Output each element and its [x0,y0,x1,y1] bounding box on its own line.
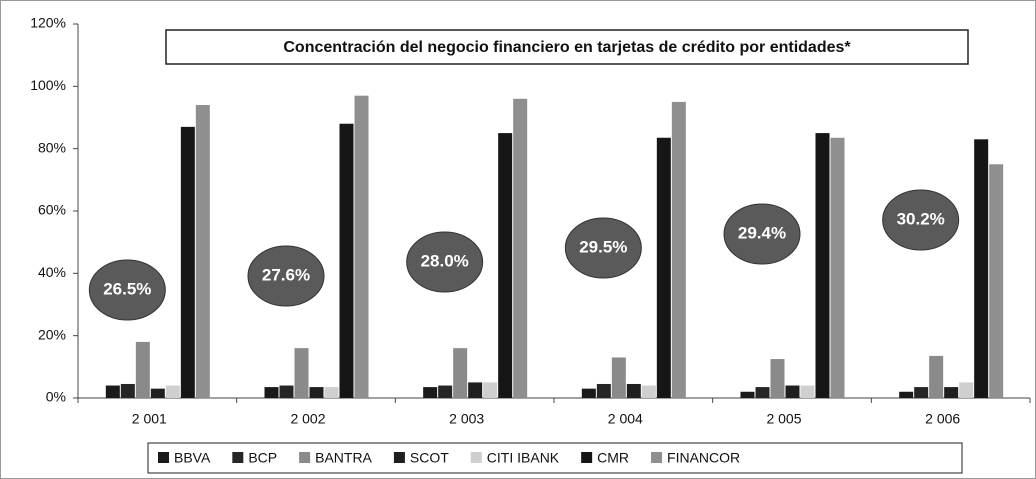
legend-label: CITI IBANK [487,450,560,466]
annotation-bubble [88,259,166,321]
bar [150,388,165,398]
bar [120,383,135,398]
chart-title: Concentración del negocio financiero en … [283,39,851,56]
legend-label: FINANCOR [667,450,740,466]
bar [800,385,815,398]
annotation: 26.5% [103,279,151,298]
y-tick-label: 60% [38,202,66,218]
bar [671,101,686,399]
bar [195,105,210,399]
legend-swatch [393,452,405,463]
bar [438,385,453,398]
bar [105,385,120,398]
bar [135,341,150,398]
bar [785,385,800,398]
y-tick-label: 0% [46,389,66,405]
bar [959,382,974,398]
bar [453,348,468,398]
legend-label: CMR [597,450,629,466]
annotation: 28.0% [421,251,469,270]
bar [294,348,309,398]
bar [596,383,611,398]
annotation-bubble [406,231,484,293]
bar [929,355,944,398]
legend-swatch [158,452,169,463]
bar [914,387,929,398]
bar [581,388,596,398]
y-tick-label: 20% [38,326,66,342]
legend-box [147,442,963,474]
bar [309,387,324,398]
x-tick-label: 2 003 [449,411,484,427]
bar [354,95,369,398]
bar [165,385,180,398]
x-tick-label: 2 001 [132,411,167,427]
bar [989,164,1004,398]
annotation-bubble [723,203,801,265]
legend-label: BCP [248,450,277,466]
bar [468,382,483,398]
annotation-bubble [882,189,960,251]
bar [740,391,755,398]
annotation-bubble [564,217,642,279]
bar [830,137,845,398]
bar [498,133,513,399]
bar [899,391,914,398]
x-tick-label: 2 004 [608,411,643,427]
title-box [165,29,969,65]
legend-swatch [232,452,244,463]
annotation: 30.2% [897,209,945,228]
legend-label: BANTRA [315,450,372,466]
y-tick-label: 40% [38,264,66,280]
bar [944,387,959,398]
annotation: 27.6% [262,265,310,284]
bar [279,385,294,398]
bar [611,357,626,398]
bar [423,387,438,398]
legend-label: BBVA [174,450,211,466]
legend-swatch [581,452,593,463]
x-tick-label: 2 005 [766,411,801,427]
x-tick-label: 2 002 [290,411,325,427]
bar [755,387,770,398]
annotation: 29.5% [579,237,627,256]
bar [974,139,989,399]
y-tick-label: 120% [30,15,66,31]
bar [339,123,354,398]
annotation: 29.4% [738,223,786,242]
bar [656,137,671,398]
legend-swatch [470,452,482,463]
legend-label: SCOT [410,450,449,466]
bar [483,382,498,398]
legend-swatch [651,452,663,463]
x-tick-label: 2 006 [925,411,960,427]
bar [324,387,339,398]
bar [770,359,785,398]
y-tick-label: 100% [30,77,66,93]
bar [815,133,830,399]
bar [180,126,195,398]
legend-swatch [299,452,311,463]
bar [626,383,641,398]
bar [513,98,528,399]
annotation-bubble [247,245,325,307]
bar [264,387,279,398]
bar [641,385,656,398]
y-tick-label: 80% [38,139,66,155]
